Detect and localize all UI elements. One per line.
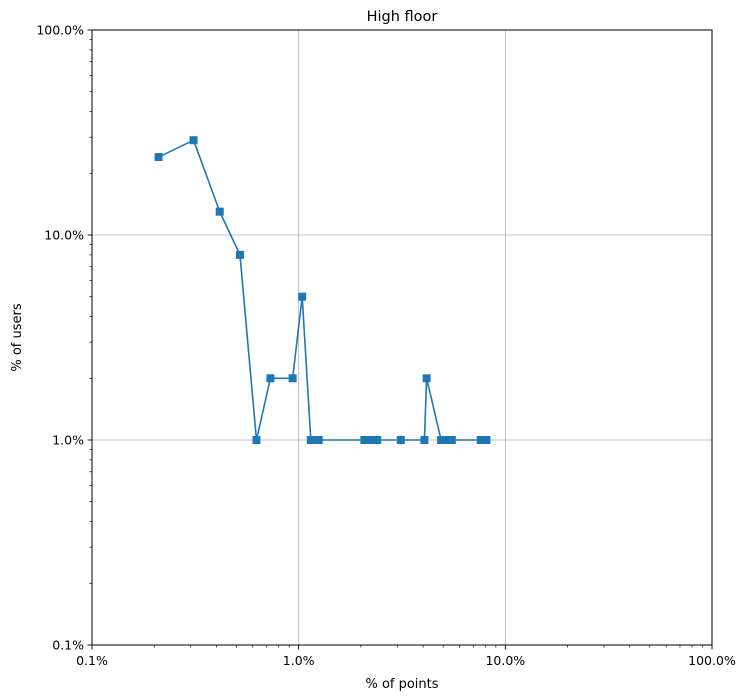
data-point — [154, 153, 163, 162]
data-series — [154, 136, 491, 444]
data-point — [396, 436, 405, 444]
data-point — [482, 436, 491, 444]
plot-frame — [91, 29, 713, 646]
data-point — [215, 207, 224, 216]
data-point — [235, 250, 244, 259]
y-tick-label: 0.1% — [52, 638, 84, 653]
data-point — [373, 436, 382, 444]
data-point — [360, 436, 369, 444]
x-tick-label: 0.1% — [76, 653, 108, 668]
data-point — [189, 136, 198, 145]
x-tick-label: 10.0% — [485, 653, 525, 668]
x-tick-label: 100.0% — [688, 653, 736, 668]
data-point — [314, 436, 323, 444]
y-tick-label: 10.0% — [44, 228, 84, 243]
tick-labels: 0.1% 1.0% 10.0% 100.0% 0.1% 1.0% 10.0% 100.0% — [36, 23, 736, 669]
data-point — [298, 292, 307, 301]
x-tick-label: 1.0% — [283, 653, 315, 668]
data-point — [447, 436, 456, 444]
y-tick-label: 100.0% — [36, 23, 84, 38]
data-point — [306, 436, 315, 444]
data-point — [420, 436, 429, 444]
data-point — [422, 374, 431, 383]
major-ticks — [87, 29, 713, 650]
y-tick-label: 1.0% — [52, 433, 84, 448]
data-point — [266, 374, 275, 383]
data-point — [252, 436, 261, 444]
data-point — [369, 436, 378, 444]
chart-title: High floor — [367, 9, 438, 25]
data-point — [365, 436, 374, 444]
y-axis-label: % of users — [10, 303, 25, 372]
x-axis-label: % of points — [365, 677, 438, 692]
data-point — [288, 374, 297, 383]
